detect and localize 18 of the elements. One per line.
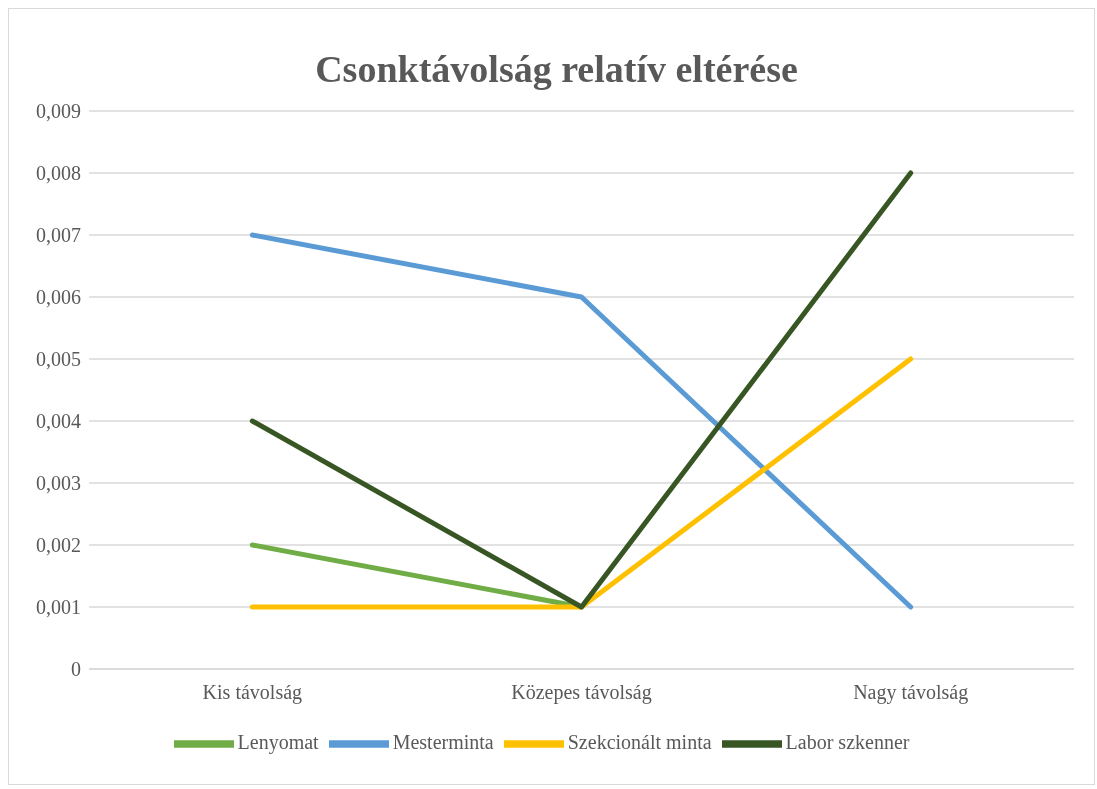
y-tick-label: 0,002 <box>36 534 81 557</box>
y-tick-label: 0,006 <box>36 286 81 309</box>
legend-label: Labor szkenner <box>785 730 910 753</box>
y-tick-label: 0,003 <box>36 472 81 495</box>
y-tick-label: 0,004 <box>36 410 81 433</box>
legend-label: Lenyomat <box>237 730 319 753</box>
y-tick-label: 0,001 <box>36 596 81 619</box>
chart-title: Csonktávolság relatív eltérése <box>314 47 799 92</box>
x-tick-label: Kis távolság <box>202 681 303 705</box>
y-tick-label: 0,007 <box>36 224 81 247</box>
x-tick-label: Nagy távolság <box>853 681 969 705</box>
y-tick-label: 0 <box>71 658 81 681</box>
y-tick-label: 0,008 <box>36 162 81 185</box>
legend-label: Szekcionált minta <box>567 730 712 753</box>
y-tick-label: 0,009 <box>36 100 81 123</box>
x-tick-label: Közepes távolság <box>511 681 652 705</box>
y-tick-label: 0,005 <box>36 348 81 371</box>
legend-label: Mesterminta <box>392 730 494 753</box>
